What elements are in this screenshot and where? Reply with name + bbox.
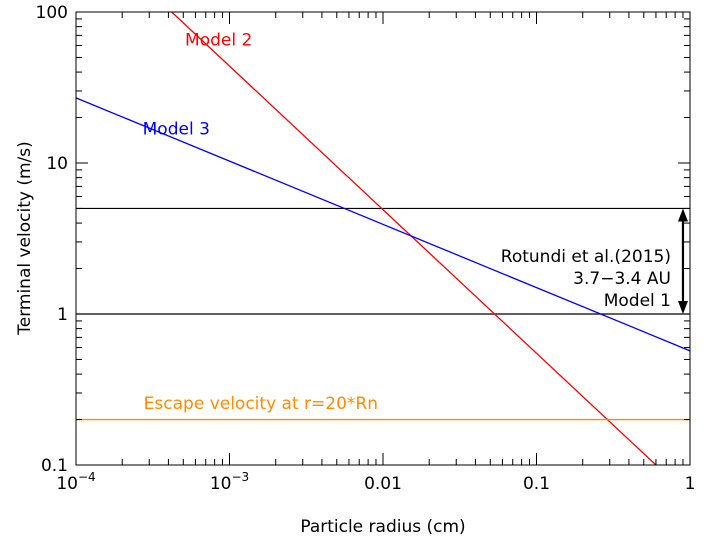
x-tick-label: 10−4 [56, 470, 95, 494]
series-line-model-3 [76, 97, 690, 352]
plot-lines [76, 12, 690, 465]
y-tick-label: 10 [46, 154, 68, 174]
x-tick-label: 1 [685, 474, 696, 494]
annotation-arrow-head-down [677, 301, 688, 314]
series-label-model-3: Model 3 [143, 119, 210, 139]
y-tick-label: 0.1 [41, 456, 68, 476]
x-tick-label: 10−3 [210, 470, 249, 494]
annotation-text-line-1: Rotundi et al.(2015) [501, 247, 671, 267]
plot-frame [75, 11, 691, 466]
y-tick-label: 100 [36, 3, 68, 23]
annotation-text-line-2: 3.7−3.4 AU [573, 269, 671, 289]
x-axis-title: Particle radius (cm) [300, 517, 465, 537]
y-tick-label: 1 [57, 305, 68, 325]
y-axis-title: Terminal velocity (m/s) [15, 141, 35, 336]
series-labels: Model 2 Model 3 Escape velocity at r=20*Rn [143, 30, 378, 413]
annotation-arrow-head-up [677, 208, 688, 222]
annotation-text-line-3: Model 1 [604, 291, 671, 311]
series-line-model-2 [171, 12, 657, 465]
series-label-model-2: Model 2 [185, 30, 252, 50]
series-label-escape-velocity-at-r-20-rn: Escape velocity at r=20*Rn [144, 394, 378, 414]
x-tick-label: 0.01 [364, 474, 402, 494]
x-tick-label: 0.1 [523, 474, 550, 494]
tick-labels: 10−4 10−3 0.01 0.1 1 0.1 1 10 100 [36, 3, 696, 494]
